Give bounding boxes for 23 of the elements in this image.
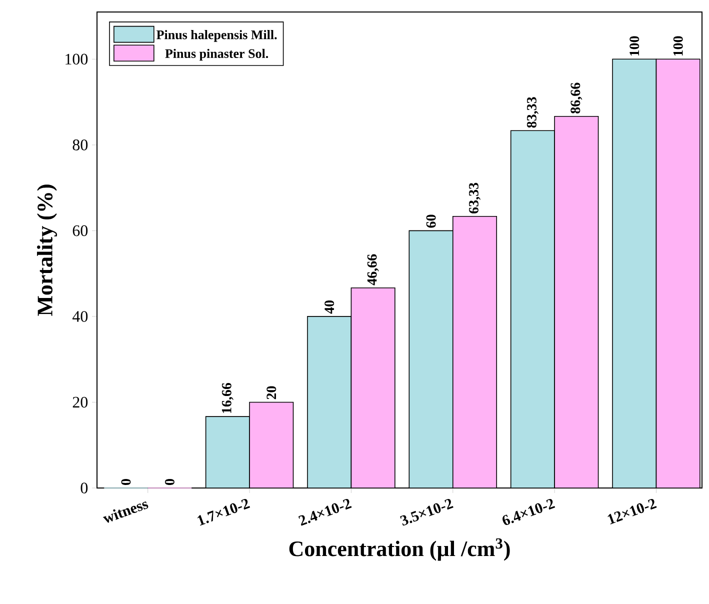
x-tick-label: witness xyxy=(102,502,148,523)
data-label: 100 xyxy=(673,36,683,56)
data-label: 63,33 xyxy=(469,182,480,214)
data-label: 40 xyxy=(324,300,334,314)
y-tick-label: 20 xyxy=(72,396,88,408)
y-axis-title: Mortality (%) xyxy=(37,184,58,316)
y-tick-label: 60 xyxy=(72,225,88,236)
data-label: 100 xyxy=(630,36,640,56)
y-tick-label: 100 xyxy=(66,54,88,65)
data-label: 0 xyxy=(164,479,174,485)
data-label: 86,66 xyxy=(570,82,582,114)
data-label: 46,66 xyxy=(367,254,379,286)
x-axis-title: Concentration (µl /cm$^{3}$) xyxy=(289,538,510,561)
legend-label: Pinus halepensis Mill. xyxy=(156,30,277,42)
data-label: 83,33 xyxy=(526,97,538,128)
data-label: 0 xyxy=(121,479,131,485)
y-tick-label: 80 xyxy=(72,140,88,150)
data-label: 20 xyxy=(266,386,276,400)
data-label: 16,66 xyxy=(222,382,234,413)
y-tick-label: 40 xyxy=(72,311,88,322)
data-label: 60 xyxy=(426,214,436,228)
y-tick-label: 0 xyxy=(80,482,88,494)
legend-label: Pinus pinaster Sol. xyxy=(165,48,268,61)
